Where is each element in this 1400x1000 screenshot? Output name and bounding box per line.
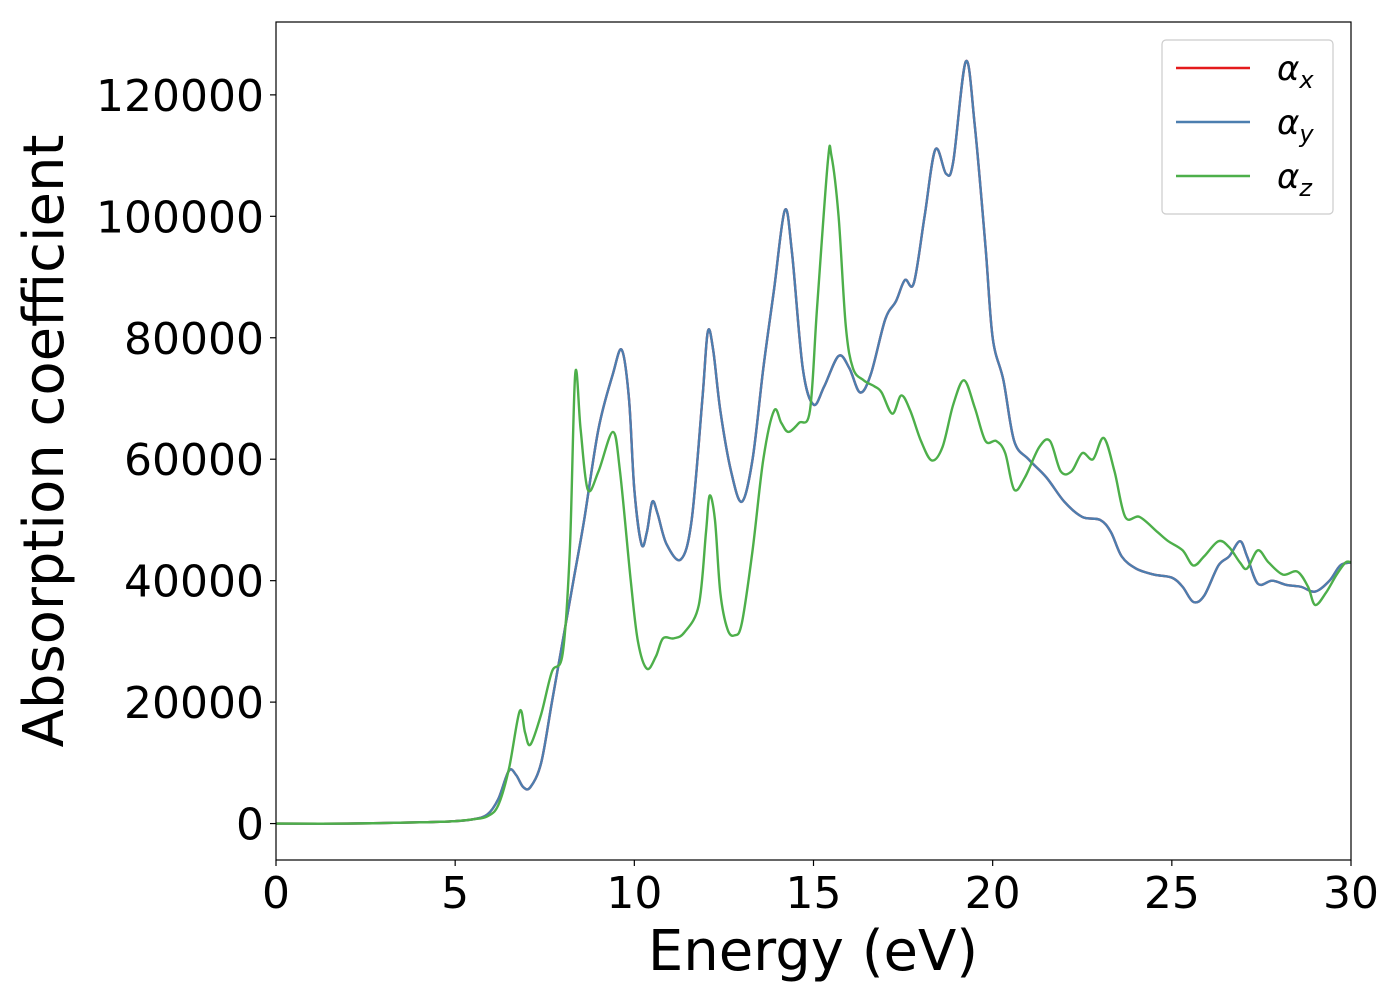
y-tick-label: 60000 — [124, 435, 264, 486]
legend-label-z: αz — [1277, 157, 1313, 202]
series-layer — [276, 59, 1351, 825]
legend-label-base: α — [1277, 157, 1299, 197]
legend-label-base: α — [1277, 49, 1299, 89]
x-tick-label: 30 — [1323, 868, 1379, 919]
x-axis-title: Energy (eV) — [648, 919, 978, 984]
x-tick-label: 25 — [1144, 868, 1200, 919]
x-tick-label: 15 — [786, 868, 842, 919]
legend-box — [1161, 39, 1334, 215]
y-tick-label: 100000 — [96, 192, 264, 243]
y-axis-ticks: 0 20000 40000 60000 80000 100000 120000 — [96, 71, 276, 851]
y-tick-label: 0 — [236, 800, 264, 851]
x-tick-label: 20 — [965, 868, 1021, 919]
legend-label-subscript: z — [1298, 174, 1313, 202]
y-tick-label: 80000 — [124, 314, 264, 365]
legend-label-y: αy — [1277, 103, 1314, 148]
y-tick-label: 20000 — [124, 678, 264, 729]
x-tick-label: 0 — [262, 868, 290, 919]
legend-label-x: αx — [1277, 49, 1314, 94]
x-tick-label: 5 — [441, 868, 469, 919]
series-alpha-y-line — [276, 59, 1351, 825]
legend-label-base: α — [1277, 103, 1299, 143]
y-tick-label: 120000 — [96, 71, 264, 122]
legend-label-subscript: x — [1298, 66, 1314, 94]
x-tick-label: 10 — [606, 868, 662, 919]
legend-label-subscript: y — [1298, 120, 1314, 148]
x-axis-ticks: 0 5 10 15 20 25 30 — [262, 860, 1379, 919]
y-tick-label: 40000 — [124, 557, 264, 608]
y-axis-title: Absorption coefficient — [12, 135, 77, 748]
series-alpha-z-line — [276, 144, 1351, 825]
